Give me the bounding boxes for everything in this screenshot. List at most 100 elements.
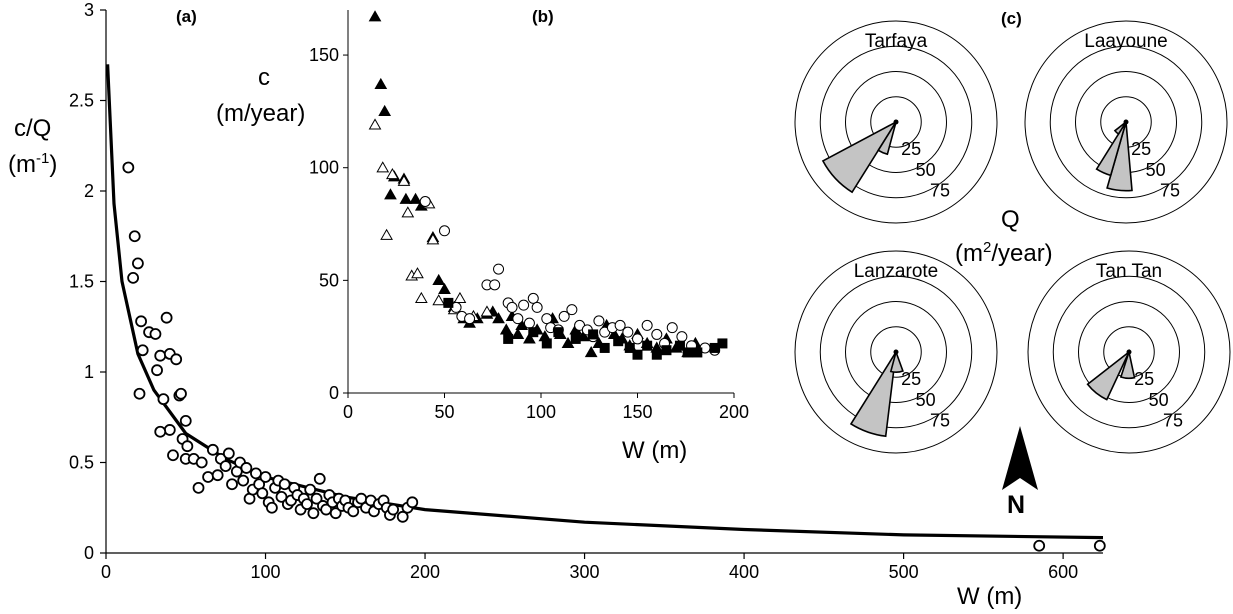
panel-b-ytick-label: 150	[309, 45, 339, 65]
panel-b-filled-triangle-point	[384, 188, 397, 200]
panel-a-point	[222, 447, 235, 460]
panel-b-xtick-label: 50	[434, 402, 454, 422]
panel-b-open-circle-point	[566, 304, 578, 316]
panel-b-filled-triangle-point	[399, 192, 413, 204]
panel-b-open-circle-point	[651, 328, 663, 340]
rose-petal	[1113, 121, 1127, 136]
panel-b-filled-triangle-point	[523, 332, 536, 344]
rose-petal	[1086, 351, 1130, 401]
panel-a-label: (a)	[176, 7, 197, 26]
panel-a-ytick-label: 2	[84, 181, 94, 201]
panel-b-ytick-label: 0	[329, 383, 339, 403]
north-label: N	[1007, 491, 1025, 519]
panel-b-filled-triangle-point	[499, 323, 513, 335]
panel-b-filled-square-point	[717, 338, 728, 349]
rose-petal	[889, 349, 904, 373]
panel-a-point	[167, 449, 179, 462]
panel-a-point	[304, 483, 317, 496]
panel-b-open-triangle-point	[432, 294, 446, 306]
panel-b-filled-square-point	[443, 297, 454, 308]
panel-b-open-triangle-point	[401, 206, 415, 218]
panel-b-filled-triangle-point	[378, 104, 392, 117]
panel-b-open-triangle-point	[386, 167, 399, 180]
panel-b-open-circle-point	[676, 331, 688, 343]
panel-a-xtick-label: 200	[410, 562, 440, 582]
panel-a-ylabel-unit: (m-1)	[8, 150, 57, 178]
panel-b-filled-triangle-point	[409, 192, 422, 204]
rose-title: Laayoune	[1084, 31, 1167, 52]
panel-a-point	[127, 271, 140, 284]
panel-a-ytick-label: 1	[84, 362, 94, 382]
panel-b-open-circle-point	[489, 279, 501, 291]
panel-a-point	[128, 230, 141, 243]
panel-b-filled-triangle-point	[374, 77, 388, 89]
rose-ring	[794, 20, 998, 224]
panel-b-filled-square-point	[624, 342, 635, 353]
rose-ring	[870, 96, 922, 148]
panel-b-open-circle-point	[558, 310, 570, 322]
panel-b-filled-square-point	[661, 345, 672, 356]
rose-ring	[1027, 250, 1231, 454]
rose-title: Tarfaya	[865, 31, 928, 52]
panel-a-chart: 00.511.522.530 100 200 300 400 500 600 (a) c/Q…	[8, 0, 1106, 610]
rose-petal	[1095, 121, 1127, 177]
panel-b-filled-triangle-point	[492, 312, 505, 324]
rose-ring	[794, 250, 998, 454]
panel-a-xtick-label: 600	[1048, 562, 1078, 582]
panel-a-point	[266, 501, 278, 514]
panel-a-point	[206, 443, 219, 456]
rose-petal	[1106, 121, 1133, 192]
rose-ring-label: 25	[901, 139, 921, 159]
panel-a-point	[160, 311, 173, 324]
rose-petal	[849, 351, 897, 438]
panel-b-open-circle-point	[523, 317, 535, 329]
panel-b-open-triangle-point	[453, 291, 467, 304]
panel-b-ytick-label: 100	[309, 158, 339, 178]
panel-b-xtick-label: 0	[343, 402, 353, 422]
panel-a-point	[1093, 539, 1106, 552]
panel-a-point	[132, 257, 144, 270]
panel-b-filled-square-point	[570, 333, 581, 344]
panel-b-chart: 0 50 100 150 0 50 100 150 200 (b) c (m/year) W (…	[216, 7, 749, 464]
panel-a-xtick-label: 100	[250, 562, 280, 582]
panel-b-open-circle-point	[518, 299, 530, 311]
rose-title: Tan Tan	[1096, 261, 1162, 282]
panel-b-open-triangle-point	[368, 118, 382, 130]
panel-a-point	[149, 328, 162, 340]
panel-a-ytick-label: 3	[84, 0, 94, 20]
panel-b-points	[368, 10, 728, 360]
panel-b-filled-square-point	[613, 336, 624, 347]
panel-a-point	[396, 510, 409, 523]
rose-ring	[819, 45, 973, 199]
panel-b-filled-square-point	[682, 347, 693, 358]
rose-petal	[821, 119, 899, 194]
rose-ring-label: 25	[1134, 369, 1154, 389]
panel-b-filled-square-point	[541, 338, 552, 349]
panel-a-point	[387, 503, 400, 516]
panel-b-open-circle-point	[593, 315, 605, 327]
panel-b-open-circle-point	[506, 301, 518, 313]
rose-ring-label: 50	[1146, 160, 1166, 180]
panel-a-point	[226, 478, 238, 491]
panel-a-point	[347, 505, 360, 518]
panel-a-point	[154, 349, 167, 362]
panel-b-filled-square-point	[528, 327, 539, 338]
panel-b-open-circle-point	[614, 319, 626, 331]
panel-a-point	[195, 456, 208, 469]
panel-a-point	[163, 424, 176, 436]
rose-q-label: Q	[1001, 206, 1020, 233]
rose-ring	[819, 275, 973, 429]
panel-a-point	[170, 353, 183, 366]
panel-b-xtick-label: 150	[622, 402, 652, 422]
rose-ring-label: 50	[1149, 390, 1169, 410]
panel-a-point	[136, 344, 149, 357]
panel-a-ytick-label: 1.5	[69, 272, 94, 292]
rose-ring	[845, 301, 947, 403]
panel-a-xtick-label: 0	[101, 562, 111, 582]
panel-b-open-triangle-point	[397, 174, 411, 186]
panel-a-point	[179, 414, 192, 427]
panel-a-point	[154, 425, 167, 438]
panel-a-point	[181, 440, 194, 453]
